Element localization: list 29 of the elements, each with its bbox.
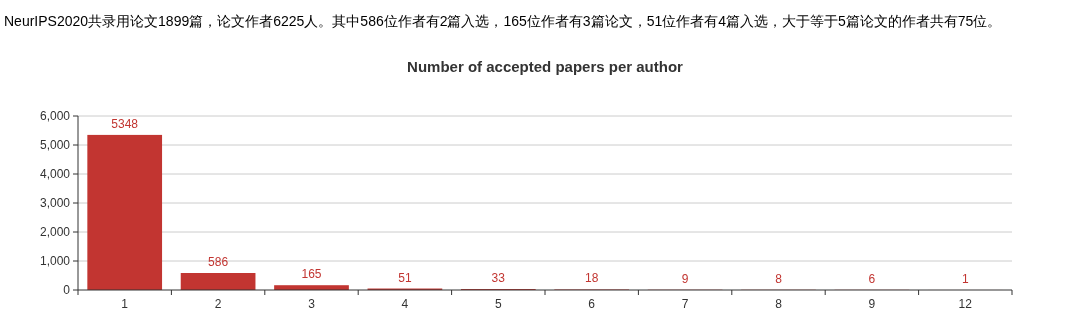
x-tick-label: 6 [588,297,596,311]
x-tick-label: 7 [681,297,689,311]
chart-title: Number of accepted papers per author [407,58,684,75]
x-tick-label: 3 [308,297,316,311]
data-label: 51 [398,270,412,285]
x-tick-label: 12 [958,297,973,311]
y-tick-label: 0 [63,283,71,297]
x-tick-label: 1 [121,297,129,311]
data-label: 8 [775,271,783,286]
y-tick-label: 1,000 [39,254,71,268]
data-label: 9 [681,271,689,286]
data-label: 6 [868,271,876,286]
data-label: 33 [491,271,506,286]
x-tick-label: 2 [214,297,222,311]
x-tick-label: 9 [868,297,876,311]
text: NeurIPS2020共录用论文1899篇，论文作者6225人。其中586位作者有2篇入选，165位作者有3篇论文，51位作者有4篇入选，大于等于5篇论文的作者共有75位。 [4,13,1002,29]
y-tick-label: 5,000 [39,138,71,152]
data-label: 5348 [111,116,139,131]
x-tick-label: 8 [775,297,783,311]
data-label: 1 [961,271,969,286]
data-label: 165 [301,267,322,282]
data-label: 18 [585,271,599,286]
x-tick-label: 5 [494,297,502,311]
y-tick-label: 3,000 [39,196,71,210]
y-tick-label: 6,000 [39,109,71,123]
data-label: 586 [208,255,229,270]
x-tick-label: 4 [401,297,409,311]
y-tick-label: 2,000 [39,225,71,239]
y-tick-label: 4,000 [39,167,71,181]
